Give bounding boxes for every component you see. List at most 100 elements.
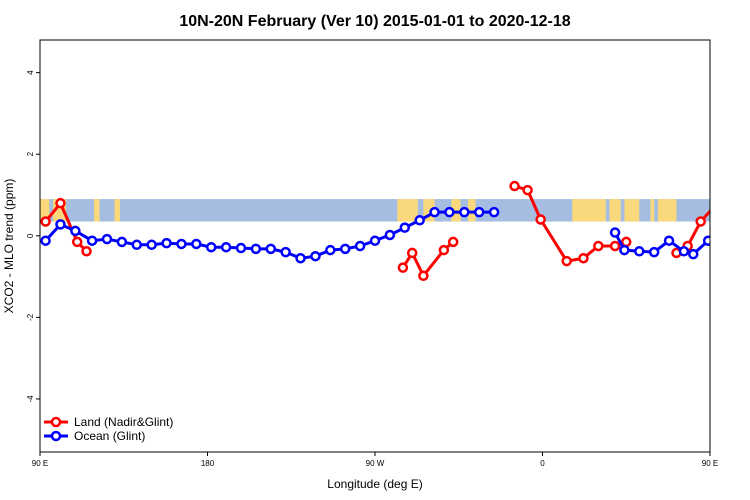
y-tick-label: 2 — [26, 151, 35, 156]
data-point — [732, 238, 740, 246]
x-tick: 90 W — [366, 452, 385, 468]
series-line — [514, 184, 627, 263]
data-point — [55, 197, 66, 209]
x-tick: 90 E — [32, 452, 48, 468]
data-point — [116, 236, 128, 248]
data-point — [280, 246, 291, 258]
land-region — [397, 199, 418, 222]
data-point — [235, 242, 247, 254]
data-point — [429, 206, 440, 218]
data-point — [325, 244, 336, 256]
y-tick-label: -4 — [26, 395, 35, 403]
legend: Land (Nadir&Glint)Ocean (Glint) — [44, 415, 173, 443]
y-tick: 0 — [26, 233, 40, 238]
data-point — [146, 239, 157, 251]
data-point — [384, 229, 396, 241]
land-region — [725, 199, 747, 221]
data-point — [593, 240, 604, 252]
data-point — [444, 206, 455, 218]
y-tick: 4 — [26, 70, 40, 75]
data-point — [734, 226, 742, 234]
land-region — [40, 199, 50, 222]
land-region — [423, 199, 435, 222]
data-point — [176, 238, 187, 250]
data-point — [678, 246, 690, 257]
data-point — [399, 222, 411, 233]
series-line — [44, 201, 88, 253]
data-point — [745, 247, 750, 255]
data-point — [131, 239, 143, 251]
legend-entry: Ocean (Glint) — [44, 429, 145, 443]
data-point — [702, 235, 710, 246]
data-point — [488, 206, 500, 218]
data-point — [406, 247, 418, 259]
data-point — [70, 225, 81, 237]
data-point — [621, 236, 632, 248]
y-tick: 2 — [26, 151, 40, 156]
legend-label: Ocean (Glint) — [74, 429, 145, 443]
data-point — [86, 235, 98, 246]
data-point — [310, 250, 321, 262]
data-point — [414, 215, 425, 226]
data-point — [220, 241, 232, 253]
data-point — [250, 243, 262, 255]
data-point — [55, 219, 66, 230]
data-point — [648, 246, 660, 258]
data-point — [71, 236, 83, 248]
chart-title: 10N-20N February (Ver 10) 2015-01-01 to … — [179, 13, 570, 30]
x-tick-label: 90 E — [32, 459, 48, 468]
y-tick-label: 0 — [26, 233, 35, 238]
data-point — [619, 244, 630, 256]
data-point — [161, 237, 172, 249]
data-point — [578, 252, 589, 264]
data-point — [509, 180, 520, 192]
land-region — [624, 199, 640, 222]
land-region — [609, 199, 621, 222]
data-point — [719, 220, 727, 228]
x-tick: 180 — [201, 452, 215, 468]
data-point — [609, 240, 621, 252]
data-point — [609, 227, 621, 238]
land-region — [114, 199, 121, 222]
data-point — [438, 244, 450, 256]
y-tick: -2 — [26, 313, 40, 321]
data-point — [663, 235, 675, 246]
x-tick: 0 — [540, 452, 545, 468]
data-point — [397, 262, 409, 273]
legend-entry: Land (Nadir&Glint) — [44, 415, 173, 429]
data-point — [295, 252, 306, 264]
land-region — [572, 199, 606, 222]
legend-marker — [50, 416, 62, 428]
data-point — [418, 270, 429, 282]
land-region — [93, 199, 100, 222]
data-point — [522, 184, 533, 196]
data-point — [634, 246, 645, 257]
land-region — [657, 199, 677, 222]
x-axis-label: Longitude (deg E) — [327, 477, 422, 491]
land-region — [650, 199, 655, 222]
data-point — [265, 243, 277, 255]
legend-marker — [50, 430, 62, 442]
series-layer — [40, 180, 750, 282]
land-region — [53, 199, 63, 222]
y-axis: -4 -2 0 2 4 — [26, 70, 40, 403]
y-tick-label: -2 — [26, 313, 35, 321]
land-region — [468, 199, 476, 222]
data-point — [561, 255, 572, 267]
data-point — [81, 246, 92, 257]
x-tick-label: 180 — [201, 459, 215, 468]
data-point — [339, 243, 351, 255]
legend-label: Land (Nadir&Glint) — [74, 415, 173, 429]
data-point — [473, 206, 485, 218]
y-tick-label: 4 — [26, 70, 35, 75]
x-tick-label: 90 W — [366, 459, 385, 468]
data-point — [447, 236, 459, 248]
data-point — [40, 235, 51, 246]
data-point — [695, 216, 706, 227]
data-point — [205, 241, 217, 253]
data-point — [688, 248, 699, 260]
y-tick: -4 — [26, 395, 40, 403]
data-point — [101, 233, 113, 245]
